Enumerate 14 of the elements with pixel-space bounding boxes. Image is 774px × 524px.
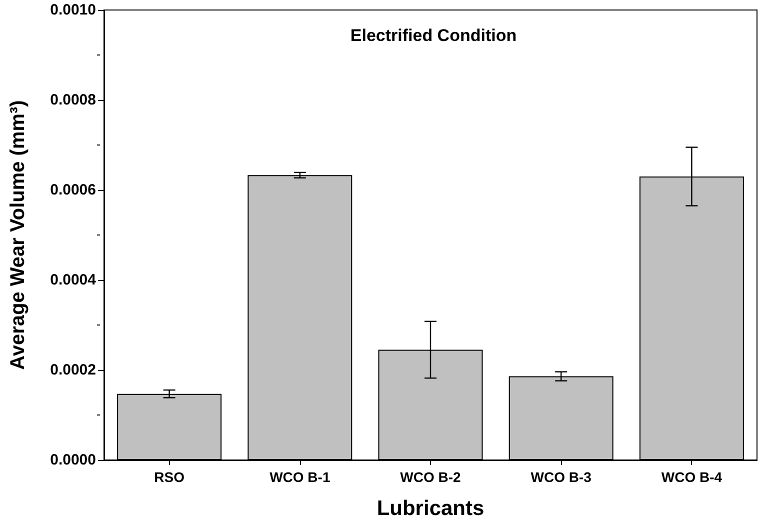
y-axis-title: Average Wear Volume (mm³) [7,100,29,370]
x-tick-label: WCO B-1 [270,469,330,485]
y-tick-label: 0.0006 [50,182,96,198]
x-tick-label: WCO B-4 [661,469,722,485]
y-tick-label: 0.0008 [50,92,96,108]
y-tick-label: 0.0002 [50,362,96,378]
y-tick-label: 0.0000 [50,452,96,468]
text: Electrified Condition [350,26,517,45]
y-tick-label: 0.0010 [50,2,96,18]
x-tick-label: WCO B-3 [530,469,592,485]
x-axis-title: Lubricants [376,497,484,520]
x-tick-label: RSO [154,469,185,485]
x-tick-label: WCO B-2 [400,469,462,485]
y-tick-label: 0.0004 [50,272,97,288]
